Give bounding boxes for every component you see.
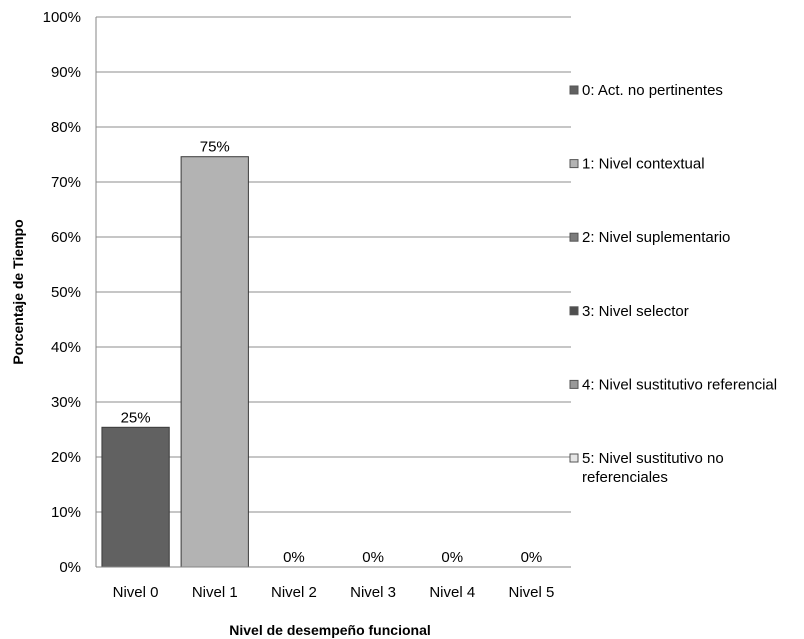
legend-swatch <box>569 453 579 463</box>
data-label: 75% <box>200 139 230 156</box>
y-tick-label: 70% <box>51 174 81 191</box>
legend-swatch <box>569 379 579 389</box>
y-tick-label: 30% <box>51 394 81 411</box>
legend-label: referenciales <box>582 469 668 486</box>
y-tick-label: 100% <box>43 9 81 26</box>
data-label: 25% <box>121 409 151 426</box>
bars <box>101 156 249 568</box>
legend-label: 5: Nivel sustitutivo no <box>582 450 724 467</box>
data-label: 0% <box>521 549 543 566</box>
x-tick-label: Nivel 1 <box>192 584 238 601</box>
y-axis-tick-labels: 0% 10% 20% 30% 40% 50% 60% 70% 80% 90% 100% <box>43 9 81 576</box>
data-label: 0% <box>283 549 305 566</box>
gridlines <box>96 16 571 513</box>
legend: 0: Act. no pertinentes 1: Nivel contextua… <box>569 82 777 486</box>
y-tick-label: 10% <box>51 504 81 521</box>
y-tick-label: 80% <box>51 119 81 136</box>
y-tick-label: 50% <box>51 284 81 301</box>
x-axis-title: Nivel de desempeño funcional <box>229 622 431 638</box>
legend-swatch <box>569 85 579 95</box>
y-tick-label: 0% <box>59 559 81 576</box>
x-tick-label: Nivel 4 <box>429 584 475 601</box>
legend-label: 4: Nivel sustitutivo referencial <box>582 376 777 393</box>
y-axis-title: Porcentaje de Tiempo <box>10 219 26 364</box>
legend-swatch <box>569 232 579 242</box>
legend-label: 3: Nivel selector <box>582 303 689 320</box>
data-label: 0% <box>441 549 463 566</box>
legend-label: 0: Act. no pertinentes <box>582 82 723 99</box>
x-tick-label: Nivel 5 <box>508 584 554 601</box>
y-tick-label: 40% <box>51 339 81 356</box>
bar <box>101 426 170 568</box>
data-label: 0% <box>362 549 384 566</box>
bar <box>180 156 249 568</box>
x-tick-label: Nivel 3 <box>350 584 396 601</box>
x-tick-label: Nivel 2 <box>271 584 317 601</box>
y-tick-label: 20% <box>51 449 81 466</box>
x-axis-tick-labels: Nivel 0 Nivel 1 Nivel 2 Nivel 3 Nivel 4 Nivel… <box>113 584 555 601</box>
legend-label: 2: Nivel suplementario <box>582 229 730 246</box>
legend-label: 1: Nivel contextual <box>582 156 705 173</box>
legend-swatch <box>569 306 579 316</box>
y-tick-label: 90% <box>51 64 81 81</box>
legend-swatch <box>569 159 579 169</box>
data-labels: 25% 75% 0% 0% 0% 0% <box>121 139 543 566</box>
x-tick-label: Nivel 0 <box>113 584 159 601</box>
y-tick-label: 60% <box>51 229 81 246</box>
